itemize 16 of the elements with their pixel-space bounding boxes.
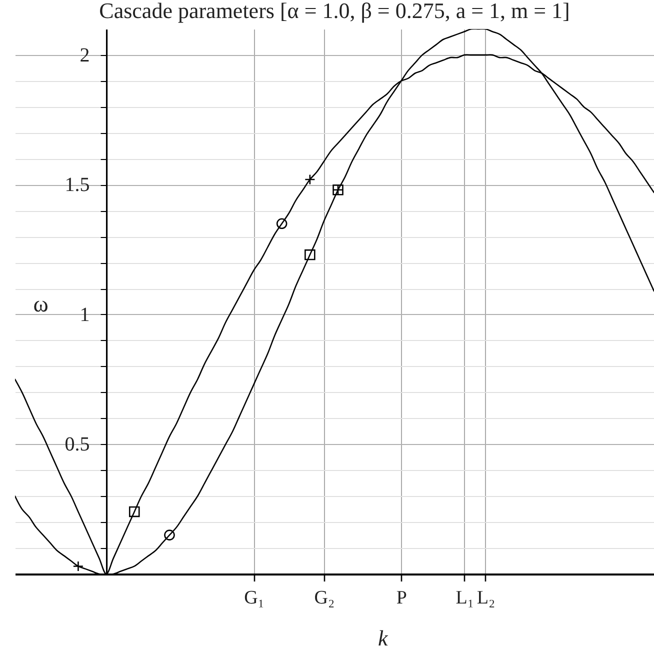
- point: [164, 530, 175, 540]
- point: [128, 506, 140, 518]
- point: [304, 249, 316, 260]
- x-axis-title: k: [378, 626, 390, 650]
- x-tick-label: P: [396, 588, 407, 608]
- point: [276, 218, 288, 230]
- y-tick-label: 1.5: [64, 174, 90, 196]
- x-tick-label: G₂: [314, 588, 335, 608]
- y-tick-label: 0.5: [64, 434, 90, 456]
- x-tick-label: L₂: [476, 588, 496, 608]
- x-tick-label: L₁: [456, 588, 474, 608]
- y-tick-label: 1: [80, 304, 90, 326]
- y-axis-title: ω: [33, 292, 48, 317]
- chart-title: Cascade parameters [α = 1.0, β = 0.275, a = 1, m = 1]: [99, 0, 570, 23]
- x-tick-label: G₁: [244, 588, 264, 608]
- y-tick-label: 2: [80, 44, 90, 66]
